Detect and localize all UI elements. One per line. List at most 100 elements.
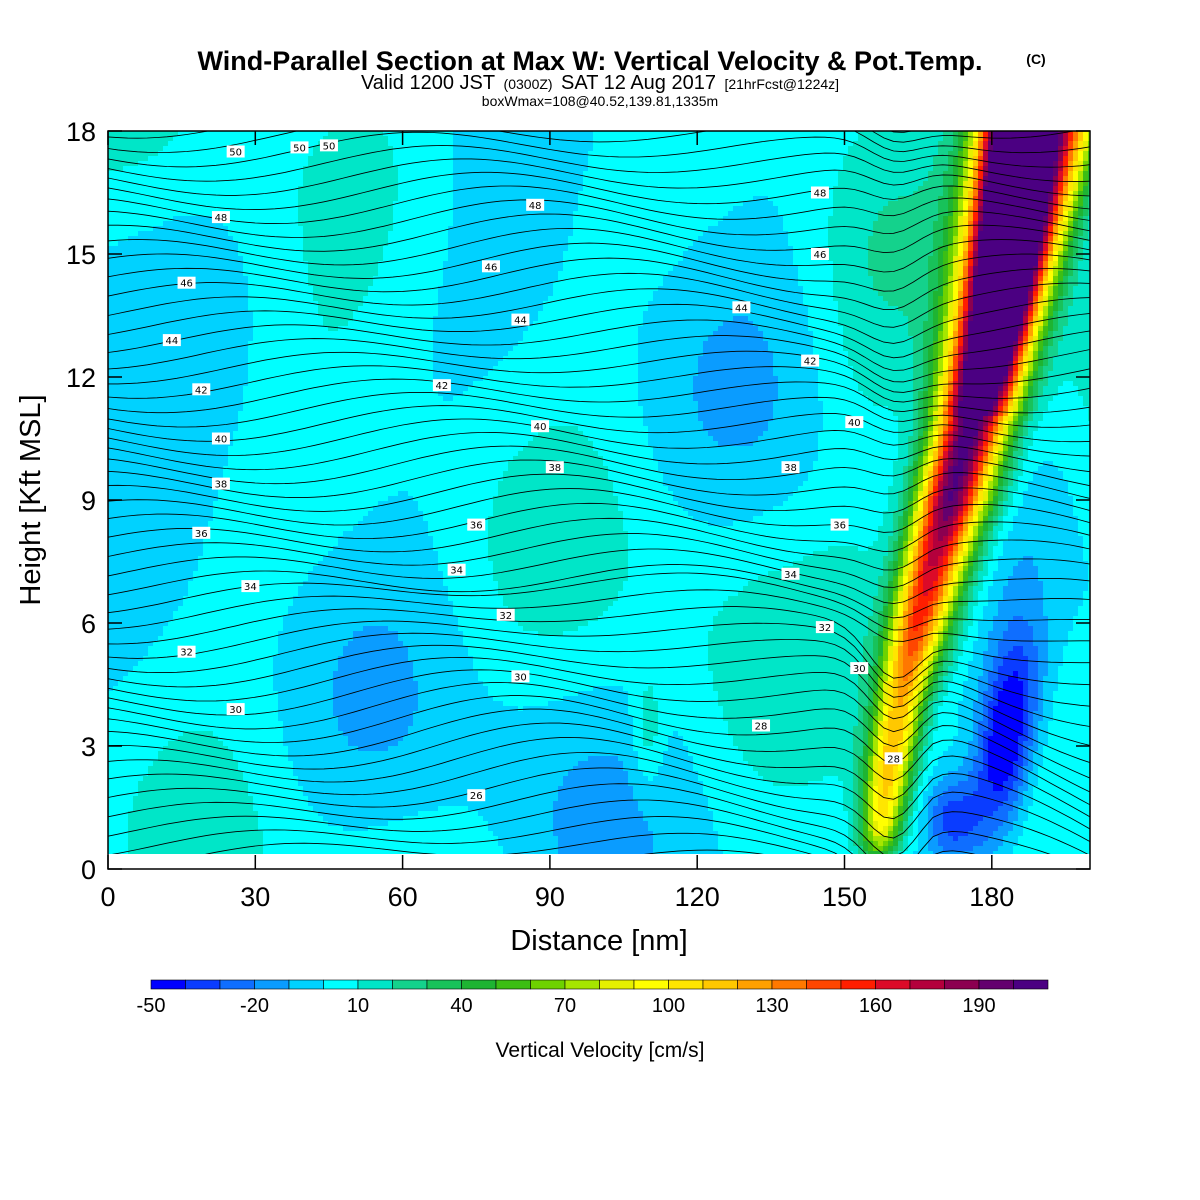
w-cell [583, 246, 589, 252]
w-cell [523, 181, 529, 187]
w-cell [373, 196, 379, 202]
w-cell [1038, 136, 1044, 142]
w-cell [273, 166, 279, 172]
w-cell [758, 251, 764, 257]
w-cell [138, 256, 144, 262]
w-cell [888, 226, 894, 232]
w-cell [153, 136, 159, 142]
w-cell [553, 176, 559, 182]
w-cell [458, 131, 464, 137]
w-cell [983, 206, 989, 212]
w-cell [1033, 201, 1039, 207]
w-cell [1083, 136, 1089, 142]
w-cell [758, 226, 764, 232]
w-cell [318, 221, 324, 227]
w-cell [163, 191, 169, 197]
w-cell [908, 216, 914, 222]
w-cell [323, 206, 329, 212]
w-cell [583, 221, 589, 227]
w-cell [838, 181, 844, 187]
w-cell [728, 206, 734, 212]
w-cell [318, 186, 324, 192]
w-cell [983, 216, 989, 222]
w-cell [763, 151, 769, 157]
w-cell [328, 186, 334, 192]
w-cell [443, 136, 449, 142]
w-cell [468, 151, 474, 157]
w-cell [948, 186, 954, 192]
w-cell [1073, 211, 1079, 217]
w-cell [178, 141, 184, 147]
w-cell [553, 161, 559, 167]
w-cell [443, 171, 449, 177]
w-cell [588, 136, 594, 142]
w-cell [808, 231, 814, 237]
w-cell [238, 201, 244, 207]
w-cell [743, 156, 749, 162]
w-cell [333, 186, 339, 192]
w-cell [1038, 161, 1044, 167]
w-cell [448, 231, 454, 237]
w-cell [683, 191, 689, 197]
w-cell [453, 191, 459, 197]
w-cell [658, 146, 664, 152]
w-cell [233, 161, 239, 167]
w-cell [748, 231, 754, 237]
w-cell [178, 156, 184, 162]
w-cell [883, 151, 889, 157]
w-cell [953, 236, 959, 242]
w-cell [738, 171, 744, 177]
w-cell [588, 211, 594, 217]
w-cell [743, 211, 749, 217]
w-cell [403, 141, 409, 147]
w-cell [313, 206, 319, 212]
w-cell [508, 226, 514, 232]
w-cell [988, 211, 994, 217]
w-cell [393, 211, 399, 217]
w-cell [508, 201, 514, 207]
w-cell [878, 176, 884, 182]
w-cell [903, 191, 909, 197]
w-cell [838, 191, 844, 197]
w-cell [653, 146, 659, 152]
w-cell [1053, 156, 1059, 162]
w-cell [953, 216, 959, 222]
w-cell [458, 246, 464, 252]
w-cell [888, 236, 894, 242]
w-cell [1018, 236, 1024, 242]
w-cell [118, 141, 124, 147]
w-cell [738, 156, 744, 162]
w-cell [378, 231, 384, 237]
w-cell [633, 181, 639, 187]
w-cell [483, 176, 489, 182]
w-cell [433, 221, 439, 227]
w-cell [388, 176, 394, 182]
w-cell [413, 166, 419, 172]
w-cell [258, 211, 264, 217]
w-cell [993, 141, 999, 147]
w-cell [188, 206, 194, 212]
w-cell [558, 206, 564, 212]
w-cell [218, 241, 224, 247]
w-cell [563, 156, 569, 162]
w-cell [783, 141, 789, 147]
w-cell [788, 201, 794, 207]
w-cell [658, 141, 664, 147]
w-cell [153, 141, 159, 147]
w-cell [863, 231, 869, 237]
w-cell [898, 236, 904, 242]
w-cell [108, 241, 114, 247]
w-cell [478, 141, 484, 147]
w-cell [913, 216, 919, 222]
w-cell [493, 211, 499, 217]
w-cell [1053, 226, 1059, 232]
w-cell [763, 246, 769, 252]
w-cell [973, 156, 979, 162]
w-cell [1018, 201, 1024, 207]
w-cell [993, 206, 999, 212]
w-cell [903, 186, 909, 192]
w-cell [803, 196, 809, 202]
w-cell [943, 161, 949, 167]
w-cell [623, 171, 629, 177]
w-cell [538, 171, 544, 177]
